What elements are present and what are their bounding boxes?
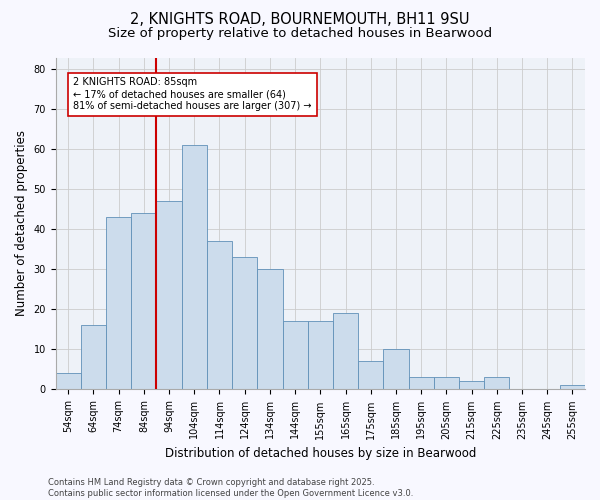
Bar [131,214,157,390]
Bar [459,382,484,390]
Y-axis label: Number of detached properties: Number of detached properties [15,130,28,316]
Bar [560,386,585,390]
Text: 2 KNIGHTS ROAD: 85sqm
← 17% of detached houses are smaller (64)
81% of semi-deta: 2 KNIGHTS ROAD: 85sqm ← 17% of detached … [73,78,312,110]
Bar [434,378,459,390]
Bar [157,202,182,390]
Bar [207,242,232,390]
Bar [484,378,509,390]
Bar [308,322,333,390]
Text: 2, KNIGHTS ROAD, BOURNEMOUTH, BH11 9SU: 2, KNIGHTS ROAD, BOURNEMOUTH, BH11 9SU [130,12,470,28]
Bar [358,362,383,390]
Bar [409,378,434,390]
Bar [383,350,409,390]
Text: Contains HM Land Registry data © Crown copyright and database right 2025.
Contai: Contains HM Land Registry data © Crown c… [48,478,413,498]
Bar [232,258,257,390]
Bar [283,322,308,390]
Bar [81,326,106,390]
Text: Size of property relative to detached houses in Bearwood: Size of property relative to detached ho… [108,28,492,40]
X-axis label: Distribution of detached houses by size in Bearwood: Distribution of detached houses by size … [164,447,476,460]
Bar [56,374,81,390]
Bar [106,218,131,390]
Bar [333,314,358,390]
Bar [257,270,283,390]
Bar [182,146,207,390]
